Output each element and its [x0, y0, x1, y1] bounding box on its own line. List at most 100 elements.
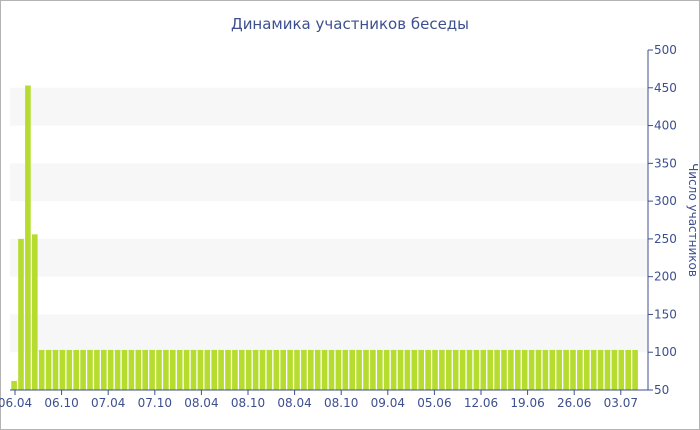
bar [239, 349, 245, 390]
bar [101, 349, 107, 390]
x-tick-label: 08.10 [231, 396, 265, 410]
bar [25, 85, 31, 390]
bar [232, 349, 238, 390]
bar [170, 349, 176, 390]
x-tick-label: 19.06 [510, 396, 544, 410]
x-tick-label: 26.06 [557, 396, 591, 410]
bar [383, 349, 390, 390]
grid-band [10, 163, 648, 202]
y-tick-label: 100 [654, 345, 677, 359]
bar [59, 349, 66, 390]
bar [156, 349, 162, 390]
bar [328, 349, 335, 390]
y-tick-label: 300 [654, 194, 677, 208]
bar [190, 349, 197, 390]
x-tick-label: 03.07 [604, 396, 638, 410]
bar [280, 349, 286, 390]
bar [535, 349, 542, 390]
x-tick-label: 05.06 [417, 396, 451, 410]
bar [452, 349, 459, 390]
bar [11, 380, 17, 390]
bar [542, 349, 549, 390]
grid-band [10, 87, 648, 126]
x-tick-label: 06.04 [0, 396, 32, 410]
bar [308, 349, 314, 390]
bar [197, 349, 204, 390]
bar [584, 349, 590, 390]
bar [501, 349, 507, 390]
y-tick-label: 50 [654, 383, 669, 397]
x-tick-label: 12.06 [464, 396, 498, 410]
grid-bands [10, 87, 648, 353]
bar [163, 349, 169, 390]
bar [73, 349, 79, 390]
bar [377, 349, 383, 390]
bar [411, 349, 418, 390]
bar [487, 349, 493, 390]
bar [625, 349, 631, 390]
bar-series [11, 85, 638, 390]
bar [114, 349, 121, 390]
bar [618, 349, 625, 390]
bar [259, 349, 266, 390]
bar [107, 349, 114, 390]
y-axis-label: Число участников [686, 163, 700, 277]
bar [218, 349, 224, 390]
y-tick-label: 500 [654, 43, 677, 57]
bar [135, 349, 142, 390]
bar [549, 349, 556, 390]
bar [521, 349, 528, 390]
bar [18, 238, 24, 390]
bar [370, 349, 376, 390]
bar [45, 349, 52, 390]
bar [363, 349, 369, 390]
grid-band [10, 238, 648, 277]
bar [38, 349, 45, 390]
bar [149, 349, 155, 390]
bar [570, 349, 576, 390]
y-tick-label: 350 [654, 156, 677, 170]
bar [342, 349, 349, 390]
x-axis-ticks: 06.04 06.10 07.04 07.10 08.04 08.10 08.04 08.10… [0, 390, 638, 410]
bar [397, 349, 404, 390]
bar [432, 349, 438, 390]
y-tick-label: 250 [654, 232, 677, 246]
y-tick-label: 150 [654, 307, 677, 321]
bar [335, 349, 342, 390]
bar [556, 349, 562, 390]
bar [632, 349, 638, 390]
bar [349, 349, 355, 390]
bar [321, 349, 328, 390]
bar [473, 349, 480, 390]
bar [466, 349, 473, 390]
bar [459, 349, 466, 390]
x-tick-label: 09.04 [371, 396, 405, 410]
bar [273, 349, 280, 390]
bar [52, 349, 59, 390]
x-tick-label: 06.10 [44, 396, 78, 410]
bar [176, 349, 183, 390]
bar [66, 349, 73, 390]
bar [604, 349, 611, 390]
y-tick-label: 200 [654, 270, 677, 284]
bar [563, 349, 569, 390]
bar [266, 349, 273, 390]
bar [314, 349, 321, 390]
bar [508, 349, 514, 390]
bar [439, 349, 445, 390]
x-tick-label: 08.04 [277, 396, 311, 410]
bar [528, 349, 535, 390]
bar [515, 349, 521, 390]
bar [301, 349, 307, 390]
bar [577, 349, 583, 390]
bar [404, 349, 411, 390]
bar [294, 349, 300, 390]
bar [418, 349, 424, 390]
x-tick-label: 08.04 [184, 396, 218, 410]
y-tick-label: 400 [654, 119, 677, 133]
bar [425, 349, 431, 390]
bar [611, 349, 618, 390]
bar [128, 349, 135, 390]
bar [32, 234, 38, 390]
